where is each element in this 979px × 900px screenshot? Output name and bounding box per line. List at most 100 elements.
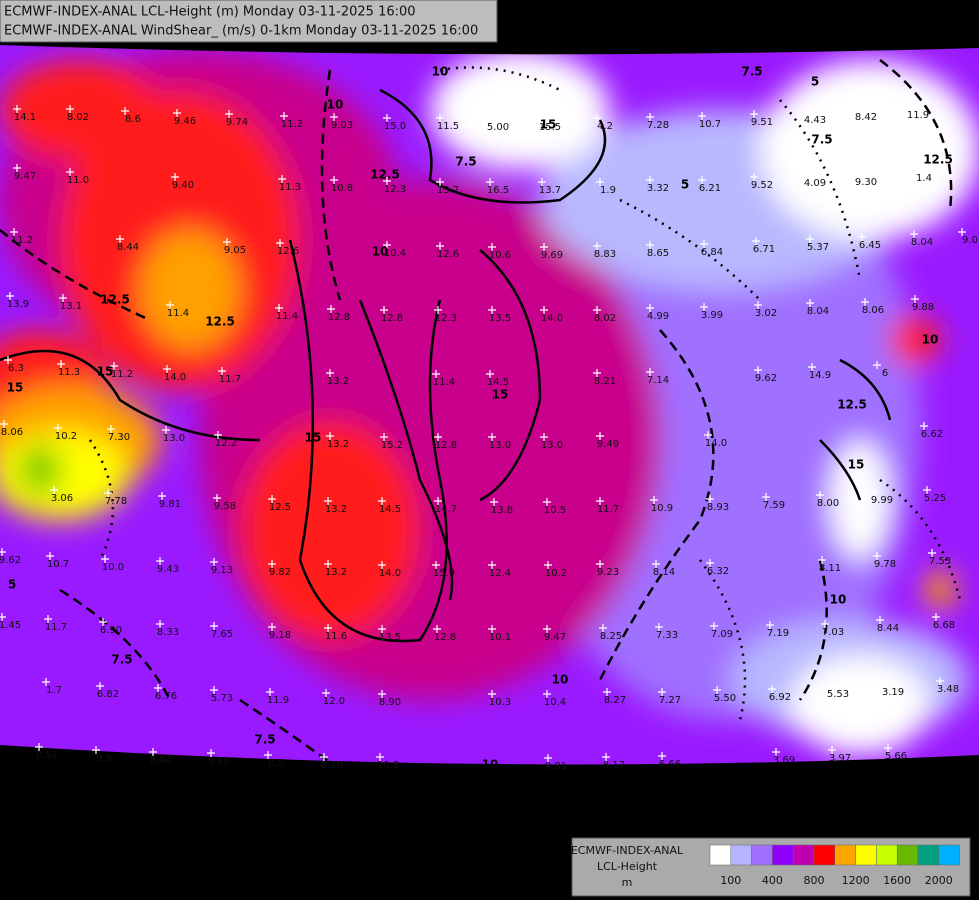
station-cross [223,238,231,246]
station-cross [488,561,496,569]
station-cross [149,748,157,756]
station-cross [923,486,931,494]
station-value: 9.05 [224,245,246,256]
station-cross [858,233,866,241]
station-value: 12.5 [269,502,291,513]
station-cross [436,114,444,122]
station-value: 8.44 [117,242,139,253]
station-value: 8.06 [862,305,884,316]
station-cross [434,433,442,441]
station-cross [99,618,107,626]
station-value: 14.0 [541,313,563,324]
station-cross [808,363,816,371]
station-cross [854,105,862,113]
contour-label: 12.5 [923,153,953,167]
station-value: 6.62 [921,429,943,440]
station-cross [752,237,760,245]
station-cross [828,746,836,754]
station-value: 12.8 [328,312,350,323]
station-value: 7.30 [108,432,130,443]
contour-label: 7.5 [811,133,832,147]
station-cross [434,306,442,314]
station-cross [54,424,62,432]
station-cross [704,431,712,439]
station-cross [383,177,391,185]
station-value: 11.4 [433,377,455,388]
station-cross [57,360,65,368]
station-cross [700,240,708,248]
station-cross [324,560,332,568]
station-cross [326,369,334,377]
station-value: 11.6 [325,631,347,642]
station-cross [324,624,332,632]
station-value: 13.0 [163,433,185,444]
station-value: 9.82 [269,567,291,578]
station-cross [821,620,829,628]
station-value: 9.51 [751,117,773,128]
legend-swatch [772,844,794,866]
station-cross [432,561,440,569]
station-value: 15.9 [433,568,455,579]
station-value: 4.09 [804,178,826,189]
station-value: 10.9 [651,503,673,514]
station-cross [603,688,611,696]
station-cross [380,433,388,441]
station-cross [861,298,869,306]
station-cross [593,369,601,377]
station-cross [275,304,283,312]
station-value: 14.0 [379,568,401,579]
station-cross [322,689,330,697]
legend-swatch [938,844,960,866]
station-value: 13.7 [539,185,561,196]
station-cross [210,558,218,566]
station-cross [596,432,604,440]
station-cross [876,616,884,624]
station-cross [538,178,546,186]
contour-label: 10 [922,333,939,347]
station-value: 7.53 [929,556,951,567]
station-cross [280,112,288,120]
station-cross [42,678,50,686]
station-value: 6.66 [659,759,681,770]
contour-label: 12.5 [100,293,130,307]
station-cross [912,166,920,174]
station-value: 9.46 [174,116,196,127]
station-value: 9.69 [541,250,563,261]
station-cross [593,114,601,122]
station-value: 8.27 [604,695,626,706]
station-cross [700,303,708,311]
station-value: 10.4 [544,697,566,708]
station-value: 10.4 [384,248,406,259]
station-value: 14.0 [705,438,727,449]
station-cross [488,690,496,698]
contour-label: 7.5 [111,653,132,667]
contour-label: 12.5 [370,168,400,182]
station-value: 12.2 [215,438,237,449]
station-cross [158,492,166,500]
legend-swatch [834,844,856,866]
station-value: 8.25 [600,631,622,642]
station-value: 7.03 [822,627,844,638]
station-cross [540,243,548,251]
station-value: 3.48 [937,684,959,695]
station-value: 10.8 [331,183,353,194]
station-cross [906,103,914,111]
station-cross [713,686,721,694]
header-line: ECMWF-INDEX-ANAL WindShear_ (m/s) 0-1km … [4,24,478,39]
station-cross [213,494,221,502]
contour-label: 7.5 [455,155,476,169]
station-cross [646,368,654,376]
station-value: 8.93 [707,502,729,513]
station-value: 12.6 [277,246,299,257]
station-cross [538,115,546,123]
station-cross [806,235,814,243]
station-value: 4.2 [597,121,613,132]
station-value: 10.7 [47,559,69,570]
station-cross [166,301,174,309]
station-cross [543,690,551,698]
station-cross [881,680,889,688]
contour-label: 5 [681,178,689,192]
station-value: 8.65 [647,248,669,259]
station-cross [928,549,936,557]
station-cross [658,688,666,696]
